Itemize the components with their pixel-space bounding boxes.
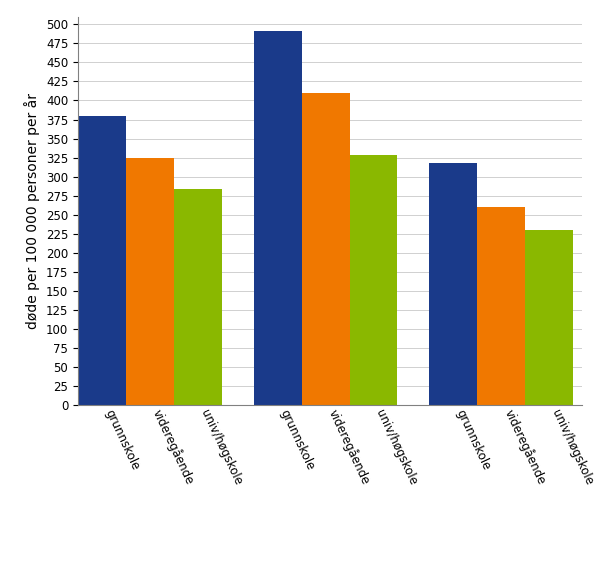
Bar: [126, 157, 174, 405]
Bar: [477, 207, 525, 405]
Bar: [302, 93, 350, 405]
Bar: [78, 116, 126, 405]
Y-axis label: døde per 100 000 personer per år: døde per 100 000 personer per år: [25, 93, 40, 329]
Bar: [174, 189, 222, 405]
Bar: [350, 155, 397, 405]
Bar: [254, 30, 302, 405]
Bar: [525, 230, 573, 405]
Bar: [430, 163, 477, 405]
